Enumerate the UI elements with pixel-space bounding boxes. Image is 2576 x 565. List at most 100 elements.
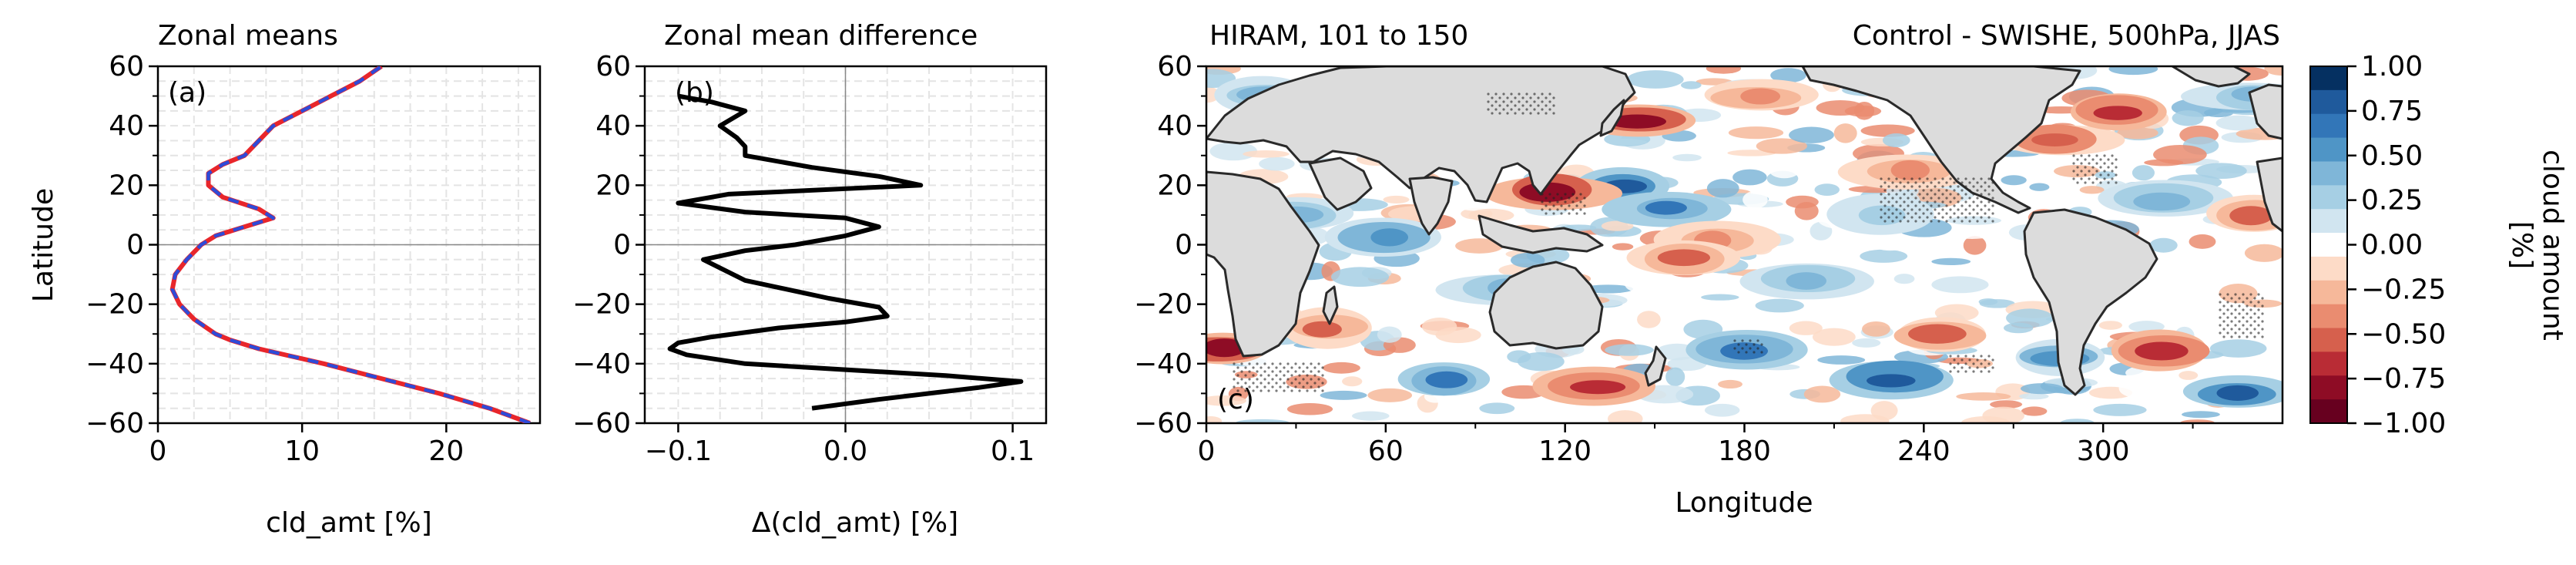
field-speckle (1706, 179, 1739, 198)
panel-a-title: Zonal means (158, 20, 338, 52)
colorbar-tick-label: −0.75 (2361, 363, 2446, 395)
field-patch-level (2229, 206, 2273, 226)
y-tick-label: 60 (109, 51, 144, 82)
field-speckle (1612, 243, 1634, 251)
stipple-region (1880, 177, 1995, 224)
series-line-0 (667, 93, 1024, 411)
colorbar-block (2310, 304, 2347, 329)
field-speckle (2019, 393, 2049, 400)
field-patch-level (1740, 88, 1781, 105)
land-africa (1206, 170, 1320, 358)
field-speckle (2155, 80, 2199, 91)
panel-a-xlabel: cld_amt [%] (266, 507, 432, 539)
colorbar-tick-label: 0.50 (2361, 140, 2423, 172)
y-tick-label: 20 (109, 170, 144, 201)
y-tick-label: −60 (572, 408, 631, 439)
y-tick-label: 60 (1157, 51, 1192, 82)
x-tick-label: 60 (1368, 436, 1404, 467)
panel-a-grid (158, 66, 540, 423)
land-africa-west-edge (2256, 156, 2283, 233)
field-speckle (1833, 123, 1857, 143)
y-tick-label: −60 (86, 408, 144, 439)
field-speckle (1956, 392, 2011, 401)
colorbar-block (2310, 375, 2347, 400)
field-speckle (1342, 376, 1363, 387)
field-patch-level (2031, 133, 2078, 146)
field-patch (1397, 362, 1491, 396)
field-speckle (1756, 138, 1807, 154)
panel-a-label: (a) (168, 77, 206, 109)
field-speckle (1331, 267, 1390, 288)
field-speckle (2189, 234, 2216, 249)
field-speckle (1742, 190, 1768, 209)
field-speckle (1931, 276, 1989, 294)
field-speckle (2021, 383, 2064, 395)
y-tick-label: 40 (1157, 110, 1192, 142)
stipple-region (1233, 362, 1325, 393)
field-speckle (1206, 416, 1223, 423)
field-speckle (1789, 126, 1834, 143)
field-speckle (1517, 351, 1565, 372)
x-tick-label: −0.1 (645, 436, 712, 467)
field-speckle (1209, 142, 1258, 161)
field-patch (2070, 93, 2167, 131)
field-speckle (2264, 66, 2283, 76)
panel-b-lines (667, 93, 1024, 411)
field-speckle (1243, 150, 1290, 158)
field-speckle (1377, 326, 1402, 343)
field-speckle (1718, 379, 1742, 388)
panel-c-ticks: 0 60 120 180 240 300 −60 −40 −20 0 20 40 60 (1134, 51, 2194, 467)
field-speckle (2149, 237, 2178, 253)
field-speckle (2172, 110, 2204, 126)
land-arabia (1308, 156, 1373, 211)
field-patch-level (1657, 249, 1711, 267)
field-speckle (1803, 385, 1841, 403)
field-patch (1893, 317, 1987, 352)
field-speckle (1206, 395, 1247, 406)
field-speckle (2229, 364, 2273, 373)
y-tick-label: 0 (613, 230, 631, 261)
field-speckle (2060, 419, 2095, 423)
colorbar: 1.00 0.75 0.50 0.25 0.00 −0.25 −0.50 −0.75 −1.00… (2309, 51, 2568, 439)
field-speckle (2241, 257, 2283, 277)
land-new-zealand (1644, 345, 1667, 387)
y-tick-label: 20 (1157, 170, 1192, 201)
panel-b-title: Zonal mean difference (664, 20, 978, 52)
y-tick-label: −20 (1134, 289, 1192, 321)
colorbar-block (2310, 185, 2347, 210)
field-speckle (1367, 388, 1413, 402)
field-speckle (2021, 163, 2043, 173)
colorbar-block (2310, 209, 2347, 234)
field-speckle (1672, 153, 1702, 162)
panel-c-label: (c) (1217, 384, 1254, 415)
field-patch (2098, 180, 2234, 217)
colorbar-block (2310, 137, 2347, 163)
field-patch-level (1570, 380, 1626, 395)
y-tick-label: −20 (572, 289, 631, 321)
field-speckle (1680, 81, 1702, 89)
field-speckle (1816, 99, 1865, 116)
colorbar-block (2310, 328, 2347, 352)
series-line-1 (170, 66, 531, 423)
field-speckle (2098, 321, 2123, 330)
field-speckle (1236, 419, 1290, 423)
field-speckle (2021, 406, 2048, 416)
x-tick-label: 0.1 (991, 436, 1035, 467)
field-speckle (1870, 401, 1898, 421)
field-speckle (1978, 298, 1998, 305)
land-maritime-se-asia (1478, 214, 1604, 254)
field-speckle (1814, 183, 1840, 196)
field-speckle (1931, 257, 1971, 265)
panel-b-grid (645, 66, 1046, 423)
colorbar-block (2310, 161, 2347, 186)
field-speckle (2093, 403, 2147, 416)
field-speckle (1320, 390, 1367, 400)
stipple-region (1733, 339, 1764, 355)
land-north-america (1801, 66, 2081, 214)
field-patch (1532, 366, 1656, 406)
field-speckle (1817, 355, 1866, 365)
colorbar-block (2310, 280, 2347, 305)
colorbar-block (2310, 256, 2347, 281)
x-tick-label: 240 (1897, 436, 1950, 467)
